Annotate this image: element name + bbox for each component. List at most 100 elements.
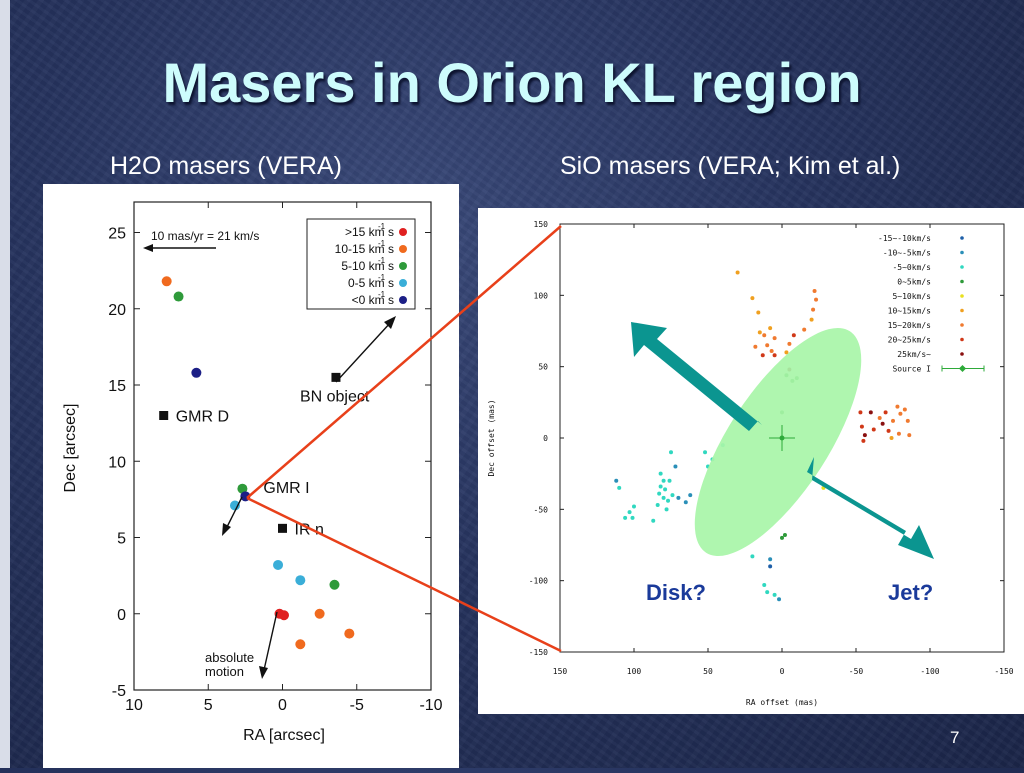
maser-point [858, 410, 863, 415]
maser-point [667, 478, 672, 483]
y-tick-label: -5 [112, 683, 126, 700]
x-tick-label: 100 [627, 667, 642, 676]
maser-point [229, 500, 240, 511]
legend: -15~-10km/s -10~-5km/s -5~0km/s 0~5km/s 5~10… [878, 234, 985, 374]
maser-point [161, 276, 172, 287]
y-tick-label: 15 [108, 378, 126, 395]
maser-point [871, 427, 876, 432]
maser-point [895, 404, 900, 409]
y-tick-label: -150 [529, 648, 548, 657]
scale-bar-arrowhead [143, 244, 153, 252]
maser-point [812, 289, 817, 294]
sio-chart-panel: 150 100 50 0 -50 -100 -150 150 100 50 0 -50 -100 -150… [478, 208, 1024, 714]
maser-point [762, 582, 767, 587]
legend-swatch [960, 250, 964, 255]
source-square [159, 411, 169, 420]
legend-label: 20~25km/s [888, 336, 932, 345]
maser-point [768, 326, 773, 331]
legend-label: 0-5 km s [348, 276, 394, 290]
maser-point [768, 564, 773, 569]
maser-point [240, 491, 251, 502]
maser-point [762, 333, 767, 338]
maser-point [756, 310, 761, 315]
maser-point [344, 628, 355, 639]
axis-ticks: 10 5 0 -5 -10 -5 0 5 10 15 20 25 [108, 202, 443, 714]
maser-point [750, 554, 755, 559]
sio-maser-chart: 150 100 50 0 -50 -100 -150 150 100 50 0 -50 -100 -150… [487, 220, 1014, 707]
maser-point [661, 478, 666, 483]
maser-point [657, 491, 662, 496]
y-tick-label: 0 [543, 434, 548, 443]
bn-motion-arrow [335, 321, 392, 383]
legend-swatch [960, 279, 964, 284]
maser-point [617, 485, 622, 490]
x-tick-label: -50 [849, 667, 864, 676]
x-tick-label: -5 [350, 697, 364, 714]
y-tick-label: 50 [538, 363, 548, 372]
maser-point [765, 343, 770, 348]
maser-point [777, 597, 782, 602]
slide-number: 7 [950, 728, 960, 747]
maser-point [676, 495, 681, 500]
y-tick-label: 10 [108, 454, 126, 471]
legend: >15 km s-110-15 km s-15-10 km s-10-5 km … [306, 218, 416, 310]
y-tick-label: 150 [534, 220, 549, 229]
maser-point [295, 639, 306, 650]
maser-point [883, 410, 888, 415]
legend-swatch [960, 323, 964, 327]
legend-swatch [960, 294, 964, 298]
disk-label: Disk? [646, 580, 706, 605]
legend-label: <0 km s [352, 293, 394, 307]
maser-point [673, 464, 678, 469]
legend-swatch [399, 228, 407, 236]
maser-point [861, 438, 866, 443]
maser-point [886, 428, 891, 433]
h2o-chart-panel: 10 5 0 -5 -10 -5 0 5 10 15 20 25 GMR D BN object GMR … [43, 184, 459, 768]
jet-label: Jet? [888, 580, 933, 605]
maser-point [802, 327, 807, 332]
maser-point [787, 341, 792, 346]
maser-point [772, 353, 777, 358]
x-axis-label: RA offset (mas) [746, 698, 818, 707]
maser-point [760, 353, 765, 358]
maser-point [905, 418, 910, 423]
maser-point [907, 433, 912, 438]
maser-point [868, 410, 873, 415]
maser-point [655, 503, 660, 508]
gmr-i-motion-arrow [225, 496, 243, 530]
x-tick-label: 0 [278, 697, 287, 714]
legend-superscript: -1 [378, 239, 386, 248]
source-i-marker [769, 425, 795, 451]
legend-label: 10~15km/s [888, 307, 932, 316]
maser-point [670, 493, 675, 498]
legend-swatch [399, 279, 407, 287]
maser-point [630, 515, 635, 520]
slide-title: Masers in Orion KL region [162, 51, 862, 114]
maser-point [765, 590, 770, 595]
maser-point [623, 515, 628, 520]
x-tick-label: 150 [553, 667, 568, 676]
disk-ellipse [694, 327, 862, 557]
maser-point [772, 592, 777, 597]
absolute-motion-arrow [263, 611, 278, 671]
y-tick-label: 100 [534, 291, 549, 300]
source-label: BN object [300, 388, 370, 405]
maser-point [664, 507, 669, 512]
absolute-motion-label: absolute motion [205, 650, 258, 679]
legend-label: 15~20km/s [888, 321, 932, 330]
maser-point [191, 367, 202, 378]
maser-point [772, 336, 777, 341]
y-tick-label: -100 [529, 577, 548, 586]
maser-point [782, 533, 787, 538]
y-axis-label: Dec offset (mas) [487, 399, 496, 476]
left-edge-bar [0, 0, 10, 768]
maser-point [666, 498, 671, 503]
y-tick-label: -50 [534, 505, 549, 514]
maser-point [237, 483, 248, 494]
maser-point [627, 510, 632, 515]
maser-point [768, 557, 773, 562]
maser-point [769, 348, 774, 353]
y-tick-label: 20 [108, 302, 126, 319]
x-tick-label: -100 [920, 667, 939, 676]
maser-point [651, 518, 656, 523]
